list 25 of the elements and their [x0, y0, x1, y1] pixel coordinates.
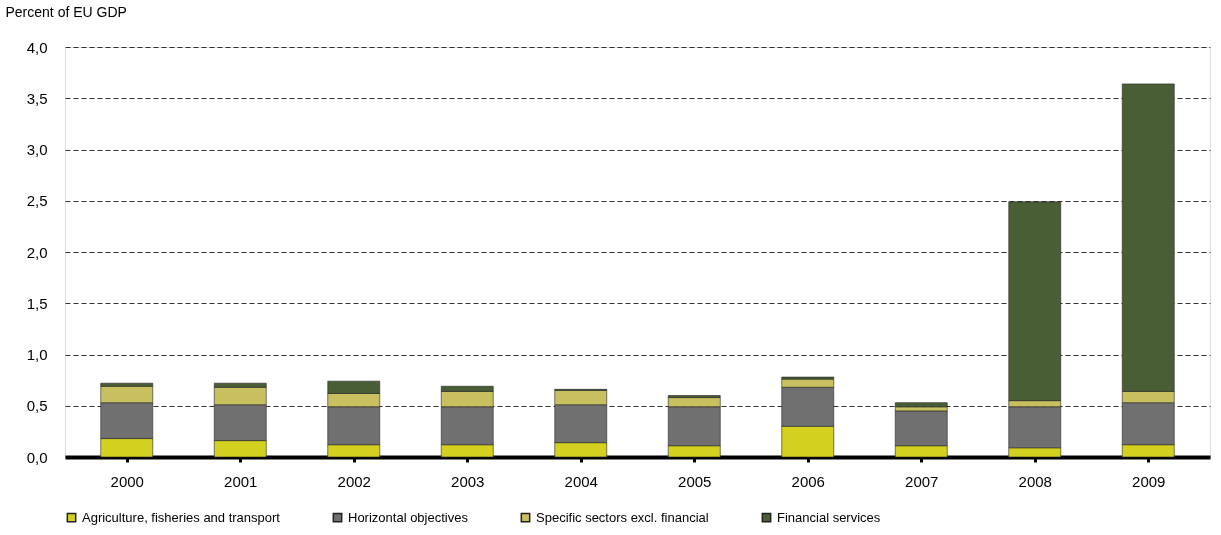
legend-label: Financial services [777, 509, 881, 525]
y-tick-label: 1,0 [26, 346, 48, 363]
bar [894, 402, 948, 408]
legend-label: Agriculture, fisheries and transport [82, 509, 281, 525]
x-tick-label: 2002 [337, 472, 371, 490]
y-tick-label: 3,5 [26, 89, 48, 107]
y-tick-label: 2,0 [26, 243, 48, 261]
y-tick-label: 4,0 [26, 38, 48, 56]
y-tick-label: 3,0 [26, 141, 48, 158]
legend-label: Specific sectors excl. financial [536, 509, 709, 525]
x-tick-label: 2000 [110, 472, 144, 490]
x-tick-label: 2007 [905, 472, 939, 490]
y-axis-title: Percent of EU GDP [5, 3, 127, 20]
y-tick-label: 0,0 [26, 448, 48, 466]
legend-label: Horizontal objectives [348, 509, 469, 525]
x-tick-label: 2008 [1018, 472, 1052, 490]
x-tick-label: 2004 [564, 472, 598, 490]
y-tick-label: 1,5 [26, 294, 48, 312]
x-tick-label: 2009 [1132, 472, 1166, 490]
x-tick-label: 2003 [451, 472, 485, 490]
y-tick-label: 2,5 [26, 192, 48, 210]
y-tick-label: 0,5 [26, 397, 48, 415]
x-tick-label: 2001 [224, 472, 258, 490]
x-tick-label: 2006 [791, 472, 825, 490]
x-tick-label: 2005 [678, 472, 712, 490]
